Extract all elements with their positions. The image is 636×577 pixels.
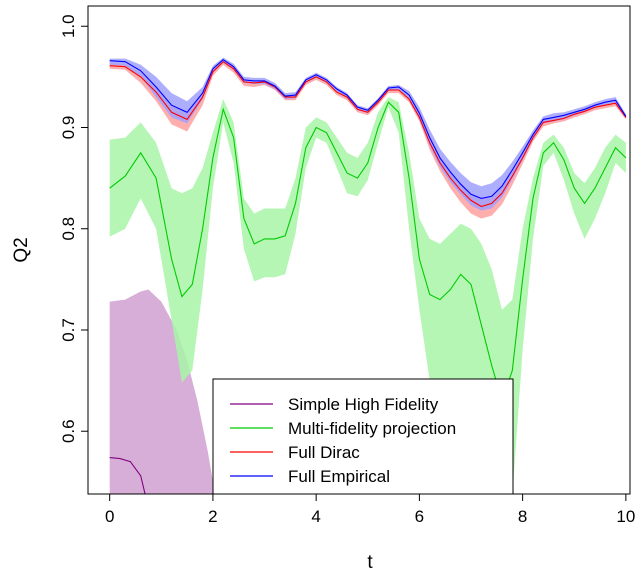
x-tick-label: 2 xyxy=(208,507,217,526)
x-tick-label: 6 xyxy=(415,507,424,526)
legend-label-full-dirac: Full Dirac xyxy=(288,443,360,462)
x-tick-label: 8 xyxy=(518,507,527,526)
legend-label-multi-fidelity-projection: Multi-fidelity projection xyxy=(288,419,456,438)
simple-high-fidelity-band xyxy=(109,289,215,494)
y-tick-label: 0.7 xyxy=(59,318,78,342)
x-axis-label: t xyxy=(367,552,373,573)
x-tick-label: 0 xyxy=(105,507,114,526)
multi-fidelity-projection-line xyxy=(109,101,627,403)
y-axis-label: Q2 xyxy=(11,237,32,262)
legend-box xyxy=(212,378,514,495)
legend-label-simple-high-fidelity: Simple High Fidelity xyxy=(288,395,439,414)
series-lines xyxy=(109,59,627,494)
y-axis: 0.6 0.7 0.8 0.9 1.0 xyxy=(59,14,89,443)
full-dirac-line xyxy=(109,60,627,208)
x-axis: 0 2 4 6 8 10 xyxy=(105,493,635,526)
y-tick-label: 0.9 xyxy=(59,116,78,140)
simple-high-fidelity-line xyxy=(109,457,146,494)
x-tick-label: 10 xyxy=(616,507,635,526)
y-tick-label: 0.6 xyxy=(59,419,78,443)
legend: Simple High Fidelity Multi-fidelity proje… xyxy=(212,378,514,495)
y-tick-label: 1.0 xyxy=(59,14,78,38)
legend-label-full-empirical: Full Empirical xyxy=(288,467,390,486)
full-empirical-line xyxy=(109,59,627,199)
x-tick-label: 4 xyxy=(311,507,320,526)
y-tick-label: 0.8 xyxy=(59,217,78,241)
full-empirical-band xyxy=(109,57,626,211)
